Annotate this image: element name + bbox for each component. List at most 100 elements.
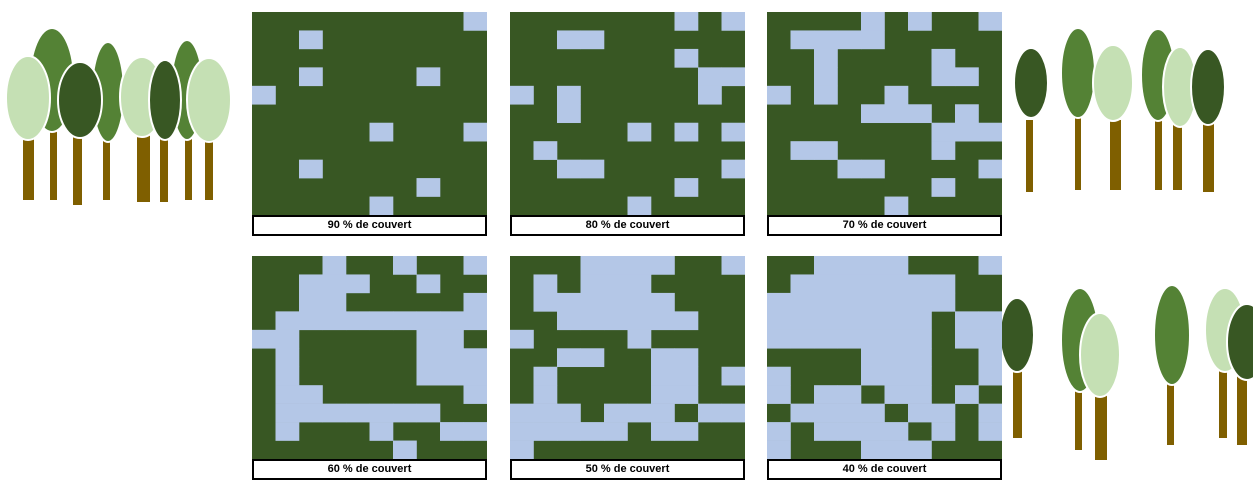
canopy-gap-cell: [908, 104, 932, 124]
canopy-gap-cell: [651, 403, 675, 423]
canopy-gap-cell: [463, 12, 487, 31]
canopy-gap-cell: [861, 292, 885, 312]
canopy-gap-cell: [651, 385, 675, 404]
canopy-grid: [252, 12, 487, 215]
canopy-gap-cell: [674, 385, 699, 404]
canopy-gap-cell: [931, 48, 956, 68]
panel-80: 80 % de couvert: [510, 12, 745, 236]
canopy-gap-cell: [721, 12, 745, 31]
canopy-gap-cell: [837, 30, 862, 50]
panel-60: 60 % de couvert: [252, 256, 487, 480]
canopy-gap-cell: [884, 274, 909, 294]
canopy-gap-cell: [908, 329, 932, 349]
canopy-gap-cell: [416, 366, 441, 386]
canopy-gap-cell: [931, 292, 956, 312]
canopy-gap-cell: [533, 403, 558, 423]
canopy-gap-cell: [674, 311, 699, 331]
canopy-gap-cell: [533, 385, 558, 404]
canopy-gap-cell: [580, 311, 605, 331]
canopy-gap-cell: [322, 403, 347, 423]
canopy-gap-cell: [651, 366, 675, 386]
canopy-gap-cell: [931, 67, 956, 87]
canopy-gap-cell: [837, 159, 862, 179]
canopy-gap-cell: [510, 85, 534, 105]
canopy-gap-cell: [790, 311, 815, 331]
canopy-gap-cell: [884, 256, 909, 275]
canopy-gap-cell: [604, 292, 628, 312]
canopy-gap-cell: [767, 329, 791, 349]
canopy-gap-cell: [884, 196, 909, 215]
canopy-gap-cell: [721, 67, 745, 87]
canopy-gap-cell: [908, 366, 932, 386]
canopy-gap-cell: [275, 422, 300, 441]
canopy-gap-cell: [604, 403, 628, 423]
sparse-forest-illustration: [999, 284, 1253, 460]
canopy-gap-cell: [275, 329, 300, 349]
canopy-gap-cell: [837, 256, 862, 275]
canopy-gap-cell: [861, 422, 885, 441]
canopy-gap-cell: [861, 12, 885, 31]
canopy-gap-cell: [884, 329, 909, 349]
canopy-gap-cell: [299, 67, 323, 87]
canopy-grid: [767, 12, 1002, 215]
canopy-gap-cell: [814, 311, 838, 331]
canopy-gap-cell: [931, 274, 956, 294]
canopy-gap-cell: [931, 141, 956, 160]
canopy-gap-cell: [275, 366, 300, 386]
canopy-gap-cell: [837, 329, 862, 349]
panel-label: 80 % de couvert: [510, 215, 745, 236]
canopy-gap-cell: [884, 422, 909, 441]
canopy-gap-cell: [252, 329, 276, 349]
canopy-gap-cell: [416, 274, 441, 294]
canopy-gap-cell: [299, 311, 323, 331]
canopy-gap-cell: [884, 292, 909, 312]
canopy-gap-cell: [393, 311, 417, 331]
canopy-gap-cell: [837, 385, 862, 404]
canopy-gap-cell: [651, 422, 675, 441]
canopy-gap-cell: [416, 403, 441, 423]
canopy-gap-cell: [814, 385, 838, 404]
canopy-gap-cell: [580, 159, 605, 179]
canopy-gap-cell: [790, 329, 815, 349]
canopy-gap-cell: [884, 348, 909, 368]
canopy-gap-cell: [463, 292, 487, 312]
canopy-gap-cell: [533, 274, 558, 294]
canopy-gap-cell: [604, 256, 628, 275]
canopy-gap-cell: [557, 85, 581, 105]
canopy-gap-cell: [931, 178, 956, 197]
canopy-gap-cell: [884, 85, 909, 105]
canopy-gap-cell: [767, 440, 791, 459]
canopy-gap-cell: [440, 422, 464, 441]
canopy-gap-cell: [299, 292, 323, 312]
canopy-gap-cell: [510, 440, 534, 459]
canopy-gap-cell: [978, 122, 1002, 142]
canopy-gap-cell: [275, 348, 300, 368]
canopy-gap-cell: [790, 141, 815, 160]
canopy-gap-cell: [557, 159, 581, 179]
canopy-gap-cell: [814, 256, 838, 275]
canopy-gap-cell: [580, 422, 605, 441]
canopy-gap-cell: [557, 311, 581, 331]
canopy-gap-cell: [627, 196, 652, 215]
canopy-gap-cell: [393, 440, 417, 459]
canopy-gap-cell: [533, 422, 558, 441]
canopy-gap-cell: [721, 366, 745, 386]
canopy-gap-cell: [369, 403, 394, 423]
canopy-gap-cell: [580, 30, 605, 50]
canopy-gap-cell: [627, 403, 652, 423]
canopy-gap-cell: [533, 366, 558, 386]
canopy-gap-cell: [651, 292, 675, 312]
canopy-gap-cell: [393, 256, 417, 275]
canopy-gap-cell: [978, 159, 1002, 179]
canopy-gap-cell: [767, 385, 791, 404]
canopy-gap-cell: [346, 311, 370, 331]
canopy-gap-cell: [814, 141, 838, 160]
canopy-gap-cell: [463, 422, 487, 441]
canopy-gap-cell: [814, 67, 838, 87]
canopy-gap-cell: [837, 422, 862, 441]
canopy-gap-cell: [955, 385, 979, 404]
canopy-gap-cell: [814, 329, 838, 349]
canopy-gap-cell: [651, 311, 675, 331]
canopy-gap-cell: [767, 85, 791, 105]
canopy-gap-cell: [698, 403, 722, 423]
